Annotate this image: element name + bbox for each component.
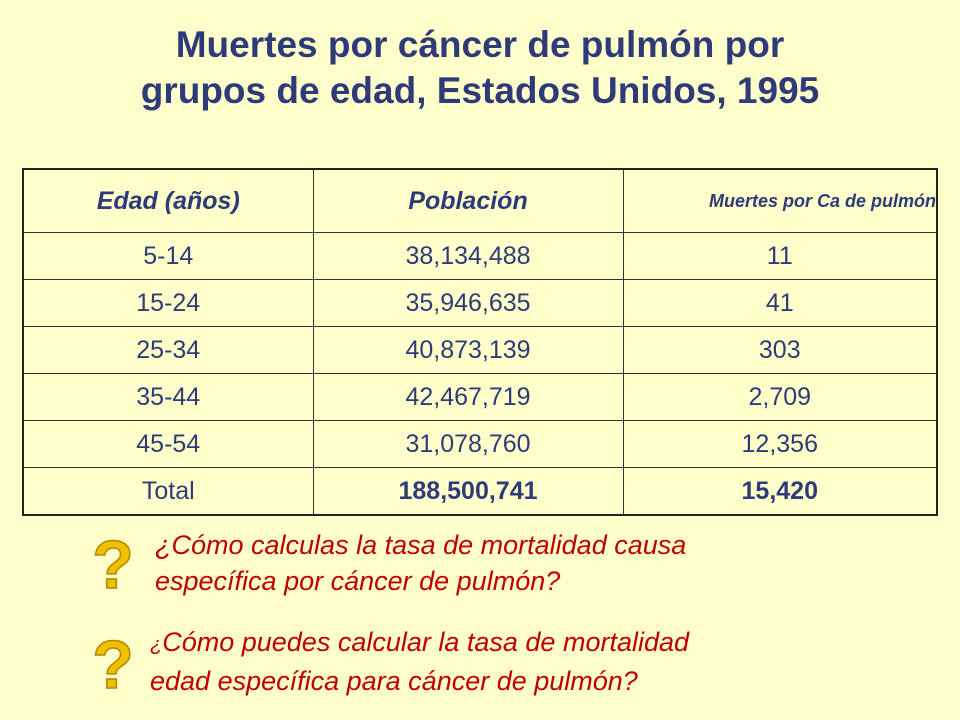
population-cell: 31,078,760 xyxy=(312,420,624,468)
question-1-line-1: Cómo calculas la tasa de mortalidad caus… xyxy=(171,530,687,560)
lung-cancer-deaths-table: Edad (años) Población Muertes por Ca de … xyxy=(22,168,938,516)
total-population: 188,500,741 xyxy=(312,467,624,516)
question-2-line-2: edad específica para cáncer de pulmón? xyxy=(150,666,638,696)
deaths-cell: 303 xyxy=(622,326,938,374)
title-line-2: grupos de edad, Estados Unidos, 1995 xyxy=(140,70,820,111)
table-header-row: Edad (años) Población Muertes por Ca de … xyxy=(22,168,938,233)
age-cell: 45-54 xyxy=(22,420,314,468)
total-label: Total xyxy=(22,467,314,516)
deaths-cell: 2,709 xyxy=(622,373,938,421)
population-cell: 38,134,488 xyxy=(312,232,624,280)
question-2-open-mark: ¿ xyxy=(150,634,163,656)
deaths-cell: 11 xyxy=(622,232,938,280)
age-cell: 35-44 xyxy=(22,373,314,421)
svg-text:?: ? xyxy=(92,630,134,694)
table-row: 15-24 35,946,635 41 xyxy=(22,279,938,327)
table-row: 35-44 42,467,719 2,709 xyxy=(22,373,938,421)
population-cell: 35,946,635 xyxy=(312,279,624,327)
title-line-1: Muertes por cáncer de pulmón por xyxy=(175,24,785,65)
page-title: Muertes por cáncer de pulmón por grupos … xyxy=(0,22,960,114)
age-cell: 15-24 xyxy=(22,279,314,327)
table-row: 45-54 31,078,760 12,356 xyxy=(22,420,938,468)
age-cell: 25-34 xyxy=(22,326,314,374)
svg-text:?: ? xyxy=(92,530,134,594)
header-age: Edad (años) xyxy=(22,168,314,233)
question-1-line-2: específica por cáncer de pulmón? xyxy=(155,566,561,596)
question-2-line-1: Cómo puedes calcular la tasa de mortalid… xyxy=(162,627,690,657)
population-cell: 42,467,719 xyxy=(312,373,624,421)
question-mark-icon: ? xyxy=(91,530,134,594)
header-population: Población xyxy=(312,168,624,233)
question-2: ¿Cómo puedes calcular la tasa de mortali… xyxy=(150,624,689,699)
age-cell: 5-14 xyxy=(22,232,314,280)
deaths-cell: 41 xyxy=(622,279,938,327)
question-1: ¿Cómo calculas la tasa de mortalidad cau… xyxy=(155,527,686,599)
table-total-row: Total 188,500,741 15,420 xyxy=(22,467,938,516)
question-mark-icon: ? xyxy=(91,630,134,694)
table-row: 25-34 40,873,139 303 xyxy=(22,326,938,374)
header-deaths: Muertes por Ca de pulmón xyxy=(622,168,938,233)
population-cell: 40,873,139 xyxy=(312,326,624,374)
question-1-open-mark: ¿ xyxy=(155,530,172,560)
deaths-cell: 12,356 xyxy=(622,420,938,468)
table-row: 5-14 38,134,488 11 xyxy=(22,232,938,280)
total-deaths: 15,420 xyxy=(622,467,938,516)
